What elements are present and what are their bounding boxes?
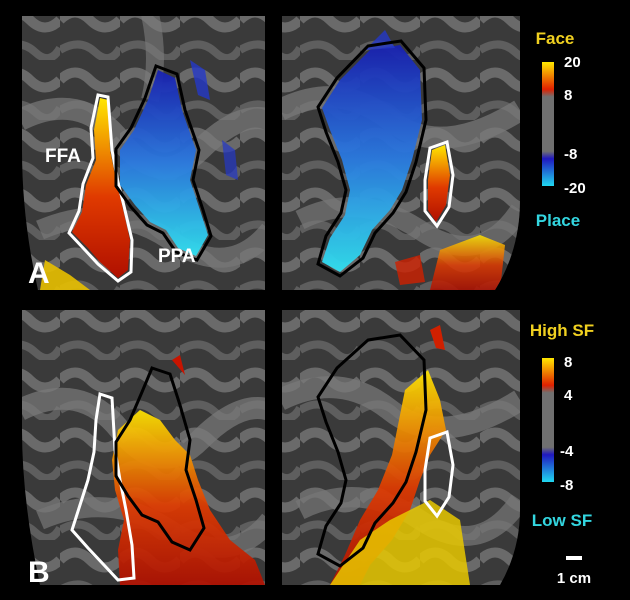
- colorbar-spatial-frequency: High SF 8 4 -4 -8 Low SF: [530, 321, 594, 530]
- colorbar-bottom-label: Low SF: [532, 511, 592, 530]
- colorbar-tick: 4: [564, 387, 573, 404]
- ffa-label: FFA: [45, 146, 81, 167]
- panel-b-letter: B: [28, 556, 50, 589]
- colorbar-tick: -4: [560, 443, 574, 460]
- ppa-outline: [114, 366, 206, 552]
- colorbar-tick: 20: [564, 54, 581, 71]
- colorbar-tick: 8: [564, 354, 572, 371]
- colorbar-gradient: [542, 358, 554, 482]
- ffa-outline: [423, 139, 455, 229]
- panel-a-right-hemisphere: [282, 16, 520, 290]
- colorbar-tick: -20: [564, 180, 586, 197]
- panel-a-letter: A: [28, 257, 50, 290]
- place-activation-blob: [120, 70, 208, 256]
- ppa-outline: [316, 333, 428, 568]
- panel-a-left-hemisphere: [22, 16, 265, 290]
- colorbar-top-label: Face: [536, 29, 575, 48]
- panel-b-left-hemisphere: [22, 310, 265, 585]
- scale-bar-label: 1 cm: [557, 570, 591, 587]
- ppa-label: PPA: [158, 246, 196, 267]
- ppa-outline: [114, 64, 213, 262]
- face-activation-blob: [428, 145, 450, 222]
- face-activation-blob: [72, 98, 130, 278]
- panel-b-right-hemisphere: [282, 310, 520, 585]
- colorbar-face-place: Face 20 8 -8 -20 Place: [536, 29, 586, 230]
- place-activation-blob: [322, 45, 422, 272]
- colorbar-tick: -8: [560, 477, 573, 494]
- colorbar-bottom-label: Place: [536, 211, 580, 230]
- high-sf-activation: [112, 410, 265, 585]
- colorbar-top-label: High SF: [530, 321, 594, 340]
- colorbar-tick: 8: [564, 87, 572, 104]
- ffa-outline: [423, 429, 455, 519]
- colorbar-tick: -8: [564, 146, 577, 163]
- colorbar-gradient: [542, 62, 554, 186]
- scale-bar: [566, 556, 582, 560]
- ppa-outline: [316, 39, 428, 278]
- high-sf-activation: [330, 370, 446, 585]
